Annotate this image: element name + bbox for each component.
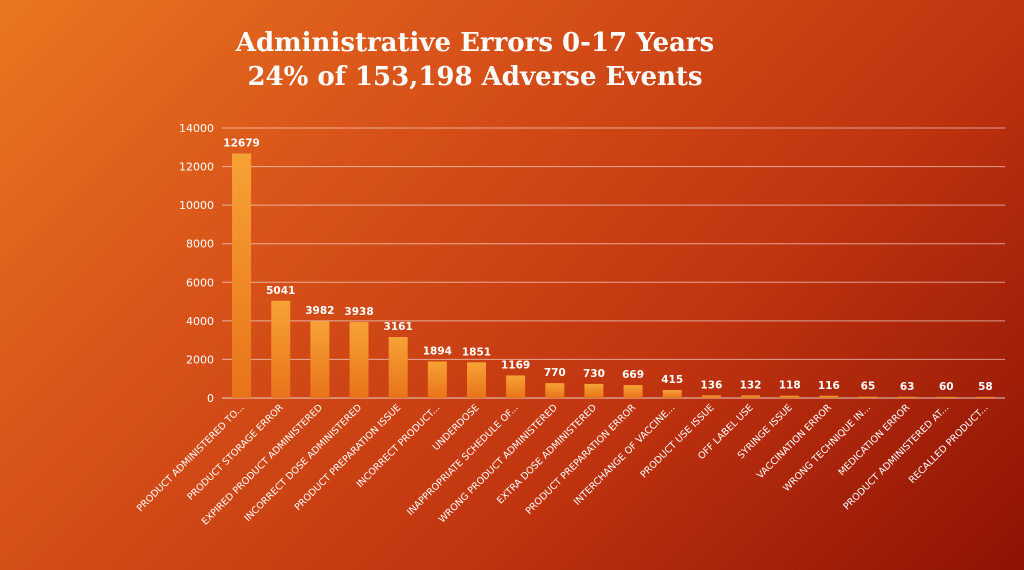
data-label: 1851 [462, 346, 491, 358]
x-tick-label: RECALLED PRODUCT... [907, 402, 991, 486]
data-label: 118 [779, 380, 801, 392]
data-label: 132 [740, 379, 762, 391]
data-label: 1169 [501, 359, 530, 371]
y-tick-label: 8000 [186, 238, 214, 251]
data-label: 136 [700, 379, 722, 391]
chart-title: Administrative Errors 0-17 Years 24% of … [0, 26, 950, 94]
y-tick-label: 6000 [186, 276, 214, 289]
x-tick-label: INCORRECT PRODUCT... [355, 402, 443, 490]
bar [427, 361, 447, 398]
y-tick-label: 4000 [186, 315, 214, 328]
data-label: 1894 [423, 345, 452, 357]
bar [662, 389, 682, 398]
bar [506, 375, 526, 398]
bar [584, 383, 604, 398]
bar [936, 396, 956, 398]
data-label: 669 [622, 369, 644, 381]
bar [780, 395, 800, 398]
bar [975, 396, 995, 398]
gridlines [222, 127, 1005, 399]
title-line-1: Administrative Errors 0-17 Years [235, 28, 715, 58]
bar [545, 383, 565, 398]
bar [741, 395, 761, 398]
bar [388, 337, 408, 398]
data-label: 65 [861, 381, 876, 393]
data-label: 63 [900, 381, 915, 393]
bar [858, 396, 878, 398]
bars [232, 153, 995, 398]
title-line-2: 24% of 153,198 Adverse Events [247, 62, 703, 92]
data-label: 58 [978, 381, 993, 393]
y-tick-label: 14000 [179, 122, 214, 135]
data-labels: 12679 5041 3982 3938 3161 1894 1851 1169 770 730 6… [223, 137, 992, 392]
x-axis-ticks: PRODUCT ADMINISTERED TO...PRODUCT STORAG… [135, 402, 991, 527]
y-tick-label: 12000 [179, 161, 214, 174]
x-tick-label: PRODUCT USE ISSUE [638, 402, 716, 480]
bar [701, 395, 721, 398]
data-label: 5041 [266, 285, 295, 297]
data-label: 3982 [305, 305, 334, 317]
y-tick-label: 0 [207, 392, 214, 405]
data-label: 415 [661, 374, 683, 386]
data-label: 116 [818, 380, 840, 392]
x-tick-label: VACCINATION ERROR [755, 402, 834, 481]
data-label: 12679 [223, 137, 260, 149]
data-label: 770 [544, 367, 566, 379]
bar [349, 322, 369, 398]
y-tick-label: 2000 [186, 353, 214, 366]
data-label: 730 [583, 368, 605, 380]
bar [897, 396, 917, 398]
data-label: 60 [939, 381, 954, 393]
bar [310, 321, 330, 398]
y-axis-ticks: 0 2000 4000 6000 8000 10000 12000 14000 [179, 122, 214, 405]
bar [623, 385, 643, 398]
bar [466, 362, 486, 398]
y-tick-label: 10000 [179, 199, 214, 212]
x-tick-label: MEDICATION ERROR [836, 402, 912, 478]
bar [819, 395, 839, 398]
bar [232, 153, 252, 398]
data-label: 3161 [384, 321, 413, 333]
bar [271, 300, 291, 398]
data-label: 3938 [344, 306, 373, 318]
